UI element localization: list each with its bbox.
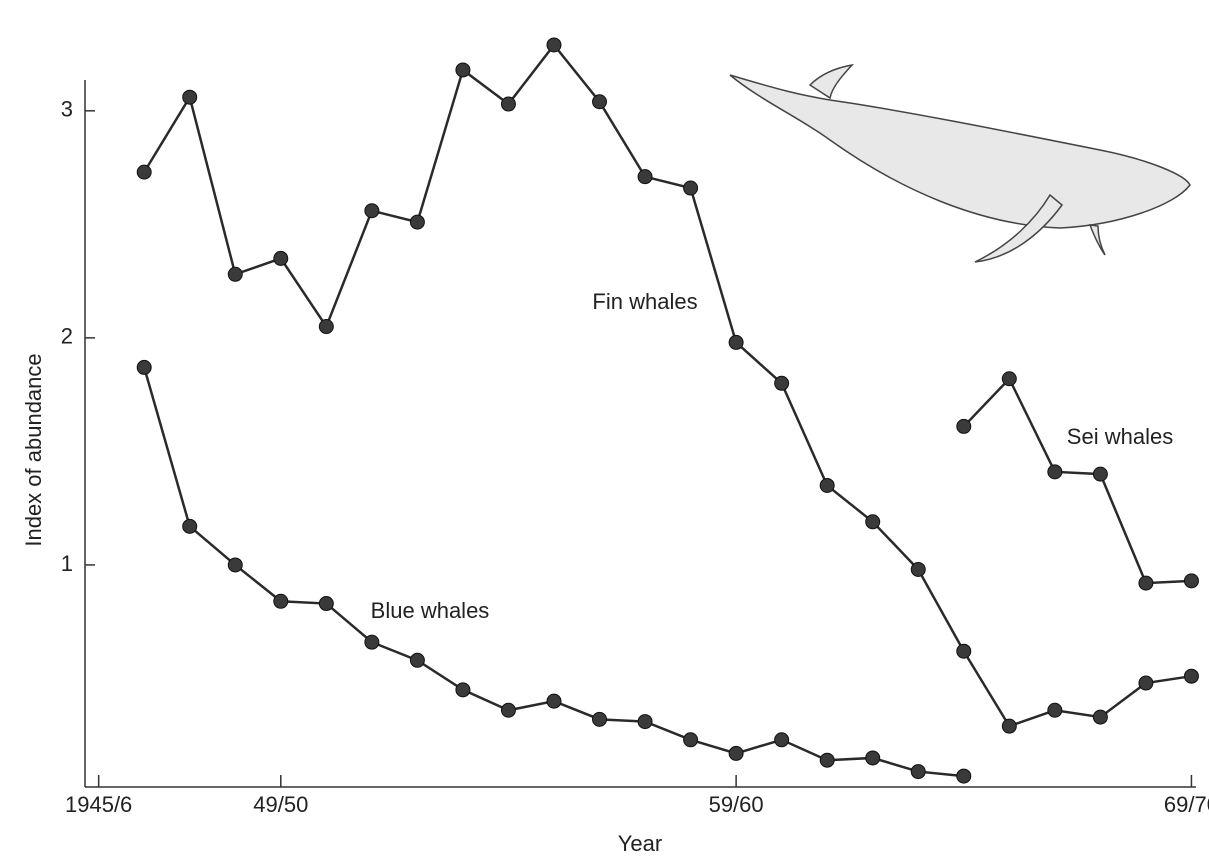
whale-illustration (729, 63, 1191, 263)
data-point (1092, 709, 1108, 725)
data-point (273, 250, 289, 266)
series-line (962, 376, 1192, 585)
data-point (910, 561, 926, 577)
data-point (1138, 575, 1154, 591)
data-point (364, 203, 380, 219)
data-point (774, 375, 790, 391)
data-point (136, 359, 152, 375)
data-point (1047, 464, 1063, 480)
data-point (728, 745, 744, 761)
data-point (273, 593, 289, 609)
series-label: Sei whales (1067, 424, 1173, 449)
data-point (592, 711, 608, 727)
data-point (182, 89, 198, 105)
y-tick-label: 3 (61, 97, 73, 122)
data-point (683, 180, 699, 196)
data-point (500, 702, 516, 718)
data-point (182, 518, 198, 534)
data-point (227, 266, 243, 282)
data-point (409, 652, 425, 668)
data-point (409, 214, 425, 230)
data-point (865, 750, 881, 766)
data-point (910, 764, 926, 780)
series-label: Blue whales (371, 598, 490, 623)
data-point (637, 169, 653, 185)
data-point (546, 37, 562, 53)
data-point (136, 164, 152, 180)
data-point (1183, 668, 1199, 684)
data-point (455, 682, 471, 698)
data-point (500, 96, 516, 112)
data-point (956, 418, 972, 434)
data-point (1183, 573, 1199, 589)
x-tick-label: 49/50 (253, 792, 308, 817)
data-point (728, 334, 744, 350)
data-point (956, 768, 972, 784)
data-point (1138, 675, 1154, 691)
data-point (1092, 466, 1108, 482)
data-point (592, 94, 608, 110)
x-tick-label: 1945/6 (65, 792, 132, 817)
data-point (774, 732, 790, 748)
x-tick-label: 69/70 (1164, 792, 1209, 817)
data-point (865, 514, 881, 530)
data-point (1001, 371, 1017, 387)
data-point (1001, 718, 1017, 734)
data-point (819, 752, 835, 768)
data-point (318, 319, 334, 335)
y-axis-label: Index of abundance (21, 353, 46, 546)
series-line (143, 42, 1192, 728)
y-tick-label: 1 (61, 551, 73, 576)
x-axis-label: Year (618, 831, 662, 856)
data-point (1047, 702, 1063, 718)
data-point (956, 643, 972, 659)
series-label: Fin whales (592, 289, 697, 314)
data-point (318, 596, 334, 612)
data-point (683, 732, 699, 748)
series-line (142, 367, 964, 778)
data-point (364, 634, 380, 650)
x-tick-label: 59/60 (709, 792, 764, 817)
data-point (819, 477, 835, 493)
data-point (455, 62, 471, 78)
data-point (637, 714, 653, 730)
data-point (227, 557, 243, 573)
data-point (546, 693, 562, 709)
y-tick-label: 2 (61, 324, 73, 349)
